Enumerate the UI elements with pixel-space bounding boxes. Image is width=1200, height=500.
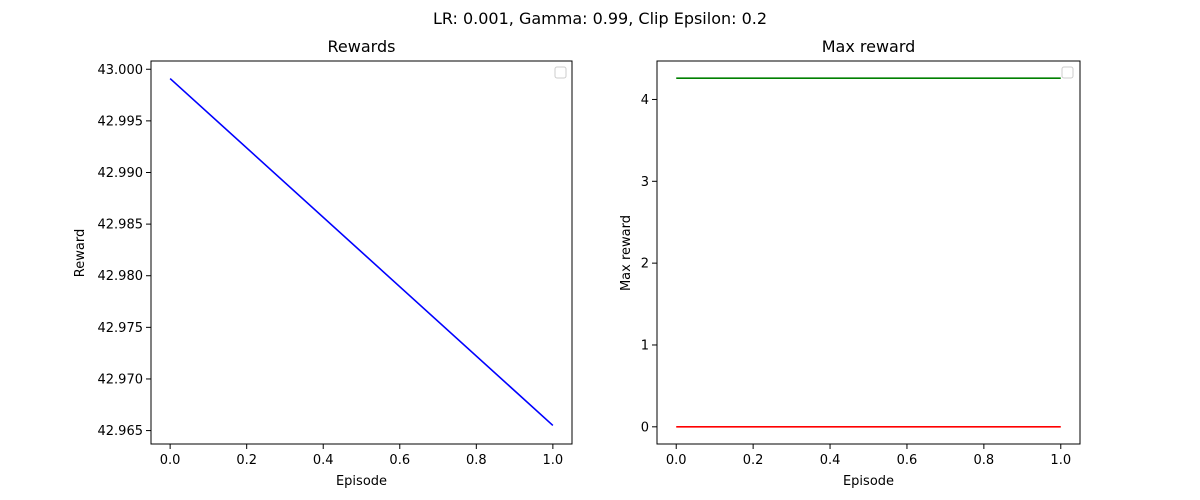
max-reward-chart-ytick-label: 3: [641, 175, 649, 190]
rewards-chart-xtick-label: 1.0: [543, 453, 564, 468]
max-reward-chart: Max reward Max reward Episode 0.0 0.2 0.4 0…: [619, 37, 1081, 489]
rewards-chart-ytick-label: 42.970: [98, 372, 144, 387]
rewards-chart-frame: [150, 60, 573, 445]
max-reward-chart-ytick-label: 2: [641, 257, 649, 272]
max-reward-chart-ylabel: Max reward: [619, 215, 634, 291]
rewards-chart-ytick-label: 42.985: [98, 218, 144, 233]
rewards-chart-ytick-label: 42.990: [98, 166, 144, 181]
rewards-chart-xtick-label: 0.4: [313, 453, 334, 468]
max-reward-chart-xtick-label: 0.4: [820, 453, 841, 468]
figure-suptitle: LR: 0.001, Gamma: 0.99, Clip Epsilon: 0.…: [433, 9, 767, 28]
max-reward-chart-ytick-label: 0: [641, 420, 649, 435]
rewards-chart-ytick-label: 42.995: [98, 114, 144, 129]
rewards-chart-title: Rewards: [328, 37, 396, 56]
max-reward-chart-xtick-label: 0.0: [666, 453, 687, 468]
rewards-chart-ytick-label: 43.000: [98, 63, 144, 78]
max-reward-chart-xtick-label: 0.2: [743, 453, 764, 468]
rewards-chart-ytick-label: 42.975: [98, 321, 144, 336]
max-reward-chart-ytick-label: 1: [641, 338, 649, 353]
rewards-chart-xtick-label: 0.0: [160, 453, 181, 468]
rewards-chart-legend: [554, 66, 567, 79]
max-reward-chart-ytick-label: 4: [641, 93, 649, 108]
max-reward-chart-title: Max reward: [822, 37, 916, 56]
max-reward-chart-xtick-label: 0.8: [974, 453, 995, 468]
rewards-chart-xtick-label: 0.8: [466, 453, 487, 468]
rewards-chart-xtick-label: 0.6: [389, 453, 410, 468]
max-reward-chart-frame: [656, 60, 1081, 445]
rewards-chart-xtick-label: 0.2: [236, 453, 257, 468]
max-reward-chart-legend: [1061, 66, 1074, 79]
rewards-chart-ylabel: Reward: [73, 229, 88, 277]
max-reward-chart-ticks: 0.0 0.2 0.4 0.6 0.8 1.0 0 1 2 3 4: [641, 93, 1071, 468]
rewards-chart-xlabel: Episode: [336, 474, 387, 489]
rewards-chart-ytick-label: 42.980: [98, 269, 144, 284]
max-reward-chart-xtick-label: 0.6: [897, 453, 918, 468]
rewards-chart: Rewards Reward Episode 0.0 0.2 0.4 0.6 0.8 1.…: [73, 37, 573, 489]
max-reward-chart-xtick-label: 1.0: [1050, 453, 1071, 468]
rewards-chart-lines: [169, 77, 554, 427]
rewards-chart-ytick-label: 42.965: [98, 424, 144, 439]
rewards-chart-series-line: [169, 77, 554, 427]
rewards-chart-ticks: 0.0 0.2 0.4 0.6 0.8 1.0 42.965 42.970 42.975 42.9…: [98, 63, 564, 468]
max-reward-chart-xlabel: Episode: [843, 474, 894, 489]
max-reward-chart-lines: [676, 77, 1061, 428]
